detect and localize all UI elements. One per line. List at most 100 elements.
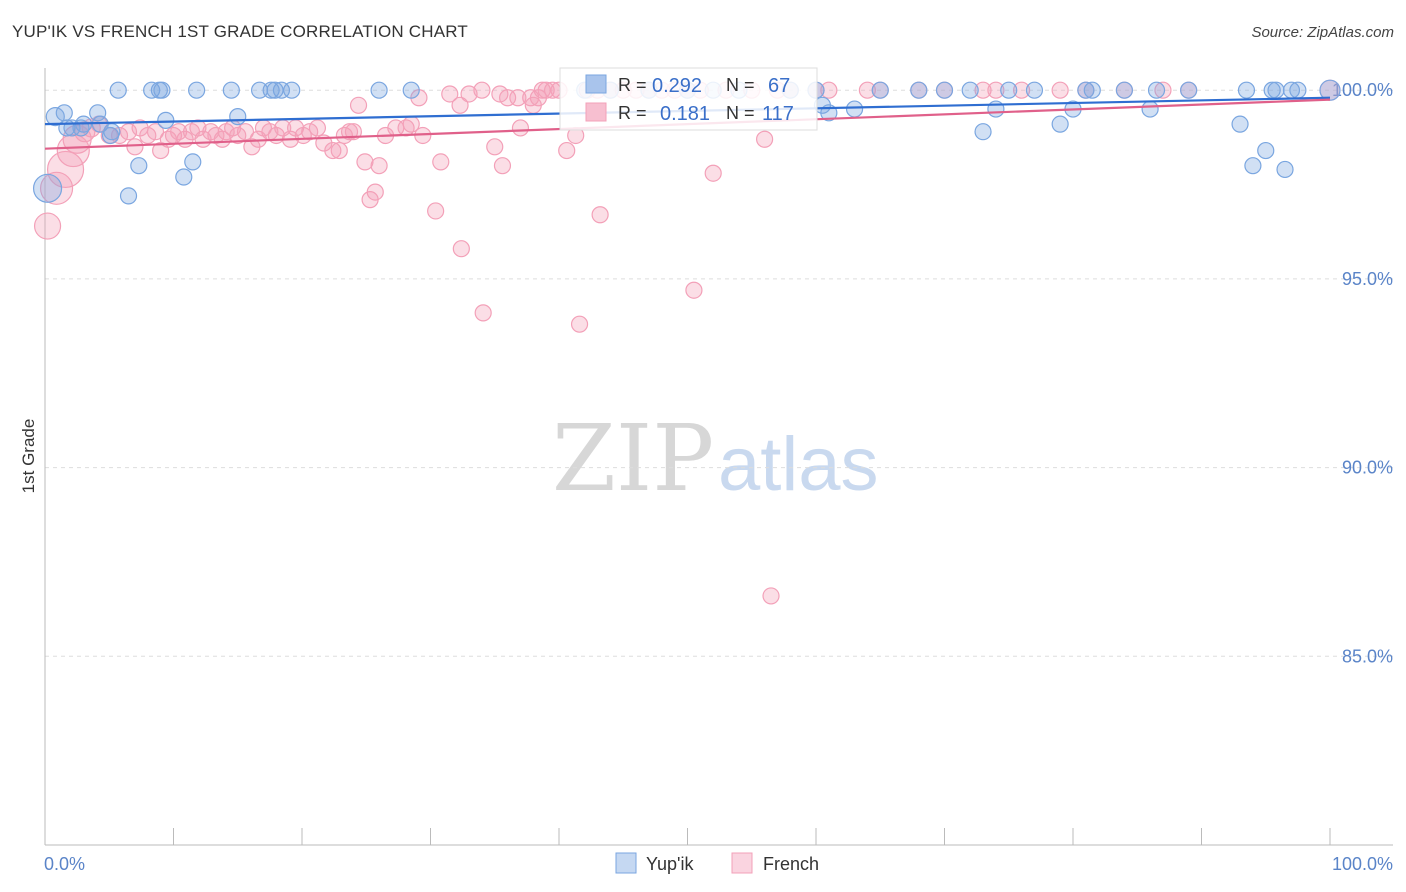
stats-r-value-french: 0.181	[660, 103, 710, 125]
yupik-point	[1147, 81, 1166, 99]
stats-r-label-yupik: R =	[618, 75, 647, 95]
yupik-point	[1051, 115, 1069, 133]
yupik-point	[175, 168, 193, 186]
french-point	[474, 304, 492, 322]
french-point	[33, 212, 62, 240]
french-point	[755, 130, 774, 148]
yupik-point	[283, 81, 301, 99]
watermark: ZIP atlas	[552, 405, 879, 512]
bottom-legend: Yup'ik French	[615, 852, 819, 874]
y-tick-label: 95.0%	[1342, 269, 1393, 289]
stats-swatch-french	[585, 102, 607, 122]
yupik-point	[55, 104, 73, 122]
french-point	[370, 157, 388, 175]
stats-legend: R = 0.292 N = 67 R = 0.181 N = 117	[559, 67, 818, 131]
y-tick-label: 100.0%	[1332, 80, 1393, 100]
legend-swatch-french	[731, 852, 753, 874]
french-point	[366, 183, 384, 201]
watermark-zip: ZIP	[552, 405, 714, 512]
french-point	[987, 81, 1005, 99]
legend-label-french: French	[763, 854, 819, 874]
yupik-point	[109, 81, 127, 99]
yupik-point	[153, 81, 171, 99]
yupik-point	[229, 108, 247, 126]
french-point	[451, 96, 469, 114]
french-point	[46, 150, 85, 189]
french-point	[452, 240, 470, 258]
yupik-point	[1257, 141, 1275, 160]
stats-swatch-yupik	[585, 74, 607, 94]
french-point	[324, 141, 342, 160]
yupik-point	[1077, 81, 1095, 99]
french-point	[762, 587, 780, 605]
french-point	[1051, 81, 1069, 99]
stats-n-value-french: 117	[762, 103, 794, 125]
french-point	[460, 85, 478, 103]
yupik-point	[370, 81, 388, 99]
axes	[44, 68, 1393, 846]
x-tick-label-max: 100.0%	[1332, 854, 1393, 874]
french-point	[1012, 81, 1031, 99]
french-point	[537, 81, 555, 99]
yupik-point	[266, 81, 284, 99]
yupik-point	[130, 157, 148, 175]
yupik-point	[871, 81, 889, 99]
yupik-point	[961, 81, 979, 99]
french-point	[858, 81, 877, 99]
yupik-point	[910, 81, 928, 99]
french-point	[340, 123, 359, 141]
french-point	[685, 281, 703, 299]
yupik-point	[845, 100, 864, 118]
french-point	[558, 141, 576, 160]
x-tick-label-min: 0.0%	[44, 854, 85, 874]
yupik-point	[222, 81, 240, 99]
stats-r-value-yupik: 0.292	[652, 75, 702, 97]
series-french	[33, 79, 1341, 605]
chart-title: YUP'IK VS FRENCH 1ST GRADE CORRELATION C…	[12, 22, 469, 41]
yupik-point	[1083, 81, 1101, 99]
french-point	[820, 81, 838, 99]
stats-r-label-french: R =	[618, 103, 647, 123]
french-point	[570, 315, 589, 333]
watermark-atlas: atlas	[718, 422, 879, 507]
french-point	[974, 81, 992, 99]
french-point	[146, 123, 165, 141]
french-point	[1154, 81, 1172, 99]
yupik-point	[1244, 157, 1262, 175]
yupik-point	[119, 187, 138, 205]
french-point	[39, 171, 74, 205]
yupik-point	[1267, 81, 1285, 99]
french-point	[511, 119, 530, 137]
y-tick-label: 90.0%	[1342, 458, 1393, 478]
yupik-point	[402, 81, 420, 99]
yupik-point	[1289, 81, 1307, 99]
french-point	[56, 133, 90, 168]
french-point	[356, 153, 374, 171]
chart-source: Source: ZipAtlas.com	[1251, 24, 1394, 41]
y-tick-labels: 100.0% 95.0% 90.0% 85.0%	[1332, 80, 1393, 666]
french-point	[427, 202, 445, 220]
french-point	[493, 157, 512, 175]
yupik-point	[1231, 115, 1249, 133]
yupik-point	[1180, 81, 1198, 99]
yupik-point	[1115, 81, 1134, 99]
french-point	[432, 153, 450, 171]
french-point	[349, 96, 368, 114]
yupik-point	[1237, 81, 1256, 99]
x-ticks	[44, 828, 1331, 845]
legend-label-yupik: Yup'ik	[646, 854, 694, 874]
french-point	[591, 206, 609, 224]
french-point	[236, 123, 255, 141]
yupik-point	[1025, 81, 1044, 99]
yupik-point	[32, 173, 63, 203]
french-point	[704, 164, 722, 182]
yupik-point	[45, 107, 65, 127]
french-point	[330, 141, 348, 160]
french-point	[509, 89, 527, 107]
french-point	[486, 138, 504, 156]
french-point	[441, 85, 459, 103]
yupik-point	[1000, 81, 1018, 99]
stats-n-value-yupik: 67	[768, 75, 790, 97]
yupik-point	[103, 123, 121, 141]
